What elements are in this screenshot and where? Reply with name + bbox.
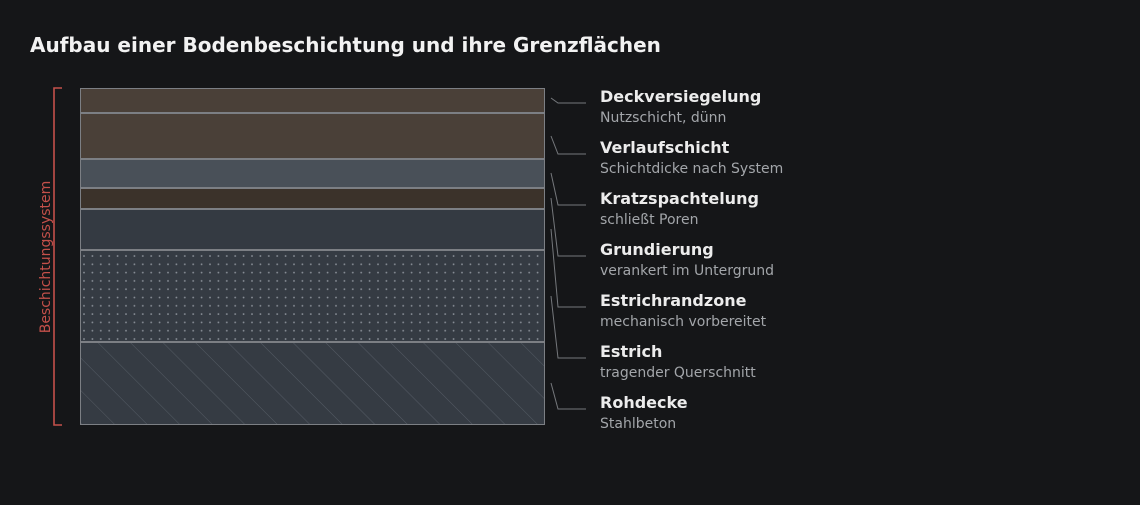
leader-grundierung [550, 197, 586, 257]
layer-estrichrandzone [80, 209, 545, 250]
leader-estrichrandzone [550, 228, 586, 308]
layer-description-estrichrandzone: mechanisch vorbereitet [600, 314, 767, 330]
leader-deckversiegelung [550, 97, 586, 104]
system-bracket-line [53, 87, 62, 426]
leader-verlaufschicht [550, 135, 586, 155]
layer-label-verlaufschicht: Verlaufschicht [600, 138, 730, 157]
layer-estrichrandzone-border [80, 209, 545, 250]
layer-description-grundierung: verankert im Untergrund [600, 263, 774, 279]
layer-label-rohdecke: Rohdecke [600, 393, 688, 412]
layer-kratzspachtelung-border [80, 159, 545, 188]
system-bracket-label: Beschichtungssystem [38, 181, 54, 334]
diagram-title: Aufbau einer Bodenbeschichtung und ihre … [30, 33, 661, 57]
layer-description-deckversiegelung: Nutzschicht, dünn [600, 110, 726, 126]
layer-estrich-texture [80, 250, 545, 342]
layer-description-kratzspachtelung: schließt Poren [600, 212, 698, 228]
layer-label-estrich: Estrich [600, 342, 662, 361]
layer-deckversiegelung-border [80, 88, 545, 113]
layer-stack [80, 88, 545, 425]
layer-description-verlaufschicht: Schichtdicke nach System [600, 161, 783, 177]
layer-estrich-border [80, 250, 545, 342]
layer-kratzspachtelung [80, 159, 545, 188]
layer-label-deckversiegelung: Deckversiegelung [600, 87, 761, 106]
leader-lines [550, 97, 586, 410]
layer-labels: Deckversiegelung Nutzschicht, dünn Verlauf… [600, 87, 783, 432]
layer-description-estrich: tragender Querschnitt [600, 365, 756, 381]
leader-rohdecke [550, 382, 586, 410]
layer-label-grundierung: Grundierung [600, 240, 714, 259]
leader-estrich [550, 295, 586, 359]
layer-verlaufschicht-border [80, 113, 545, 159]
layer-label-kratzspachtelung: Kratzspachtelung [600, 189, 759, 208]
layer-grundierung-border [80, 188, 545, 209]
layer-rohdecke-border [80, 342, 545, 425]
layer-deckversiegelung [80, 88, 545, 113]
layer-rohdecke-texture [80, 342, 545, 425]
system-bracket: Beschichtungssystem [38, 87, 62, 426]
layer-description-rohdecke: Stahlbeton [600, 416, 676, 432]
layer-grundierung [80, 188, 545, 209]
layer-label-estrichrandzone: Estrichrandzone [600, 291, 747, 310]
layer-verlaufschicht [80, 113, 545, 159]
leader-kratzspachtelung [550, 172, 586, 206]
